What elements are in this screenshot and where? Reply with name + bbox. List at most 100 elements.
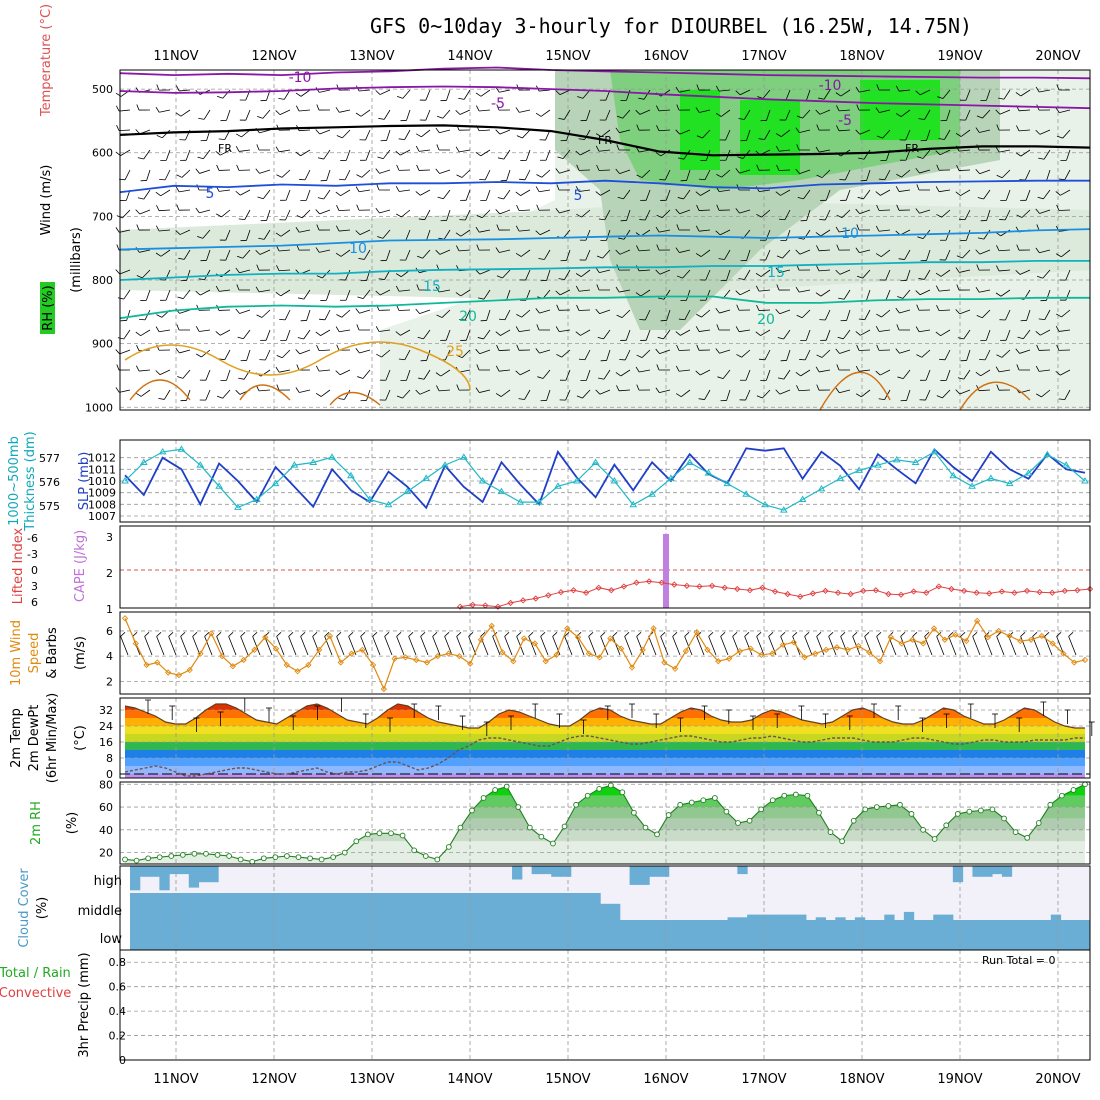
- wind-barb-flag: [496, 275, 503, 279]
- wind-barb: [623, 229, 631, 240]
- wind-barb-flag: [357, 296, 364, 300]
- wind-barb: [962, 249, 971, 259]
- wind-speed-marker: [1049, 640, 1056, 647]
- surface-wind-barb-flag: [768, 632, 774, 637]
- wind-barb: [244, 209, 251, 220]
- rh-marker: [1035, 820, 1042, 826]
- wind-barb: [559, 289, 571, 296]
- rh-marker: [168, 853, 175, 859]
- wind-barb-flag: [515, 370, 521, 376]
- wind-barb-flag: [996, 384, 1000, 391]
- wind-barb-flag: [177, 376, 184, 379]
- cloud-mid-bar: [198, 893, 209, 920]
- wind-barb: [780, 189, 791, 196]
- wind-barb: [841, 209, 851, 218]
- wind-barb: [1065, 269, 1071, 281]
- wind-barb: [659, 229, 671, 233]
- wind-barb-flag: [535, 308, 540, 314]
- ylabel-wind10: 10m Wind: [9, 620, 24, 686]
- cloud-mid-bar: [786, 914, 797, 920]
- wind-barb: [143, 189, 151, 200]
- slp-tick: 1009: [88, 487, 116, 500]
- rh-band: [125, 829, 1085, 842]
- wind-barb-flag: [315, 247, 320, 253]
- wind-barb: [261, 309, 271, 318]
- date-label-bottom: 20NOV: [1035, 1072, 1080, 1087]
- wind-barb-flag: [578, 138, 585, 140]
- wind-barb: [159, 109, 171, 113]
- wind-barb: [704, 169, 711, 180]
- wind-speed-marker: [272, 645, 280, 652]
- wind-barb: [965, 89, 971, 101]
- thickness-marker: [177, 445, 186, 452]
- temp-line: [124, 703, 1085, 729]
- wind-barb-flag: [598, 218, 605, 221]
- wind-barb-flag: [1035, 247, 1040, 253]
- wind-barb-flag: [156, 84, 160, 91]
- thickness-marker: [535, 498, 544, 505]
- wind-barb: [443, 189, 451, 200]
- wind-barb: [819, 109, 831, 115]
- wind-barb: [799, 249, 811, 255]
- isotherm-label: 20: [459, 309, 477, 325]
- wind-barb: [965, 229, 971, 241]
- wind-barb: [586, 369, 591, 381]
- wind-speed-marker: [542, 658, 549, 665]
- wind-barb: [683, 189, 691, 200]
- wind-barb-flag: [955, 267, 960, 273]
- wind-barb: [246, 229, 251, 241]
- li-marker: [746, 587, 754, 594]
- surface-wind-barb-flag: [924, 632, 930, 637]
- wind-barb: [866, 169, 871, 181]
- wind-barb-flag: [775, 145, 780, 152]
- cloud-high-bar: [649, 866, 660, 877]
- wind-barb: [140, 389, 151, 397]
- wind-barb: [819, 149, 831, 153]
- chart-title: GFS 0~10day 3-hourly for DIOURBEL (16.25…: [370, 14, 972, 38]
- surface-wind-barb: [972, 636, 981, 656]
- surface-wind-barb: [672, 636, 681, 656]
- wind-barb-flag: [415, 308, 420, 314]
- wind-barb: [986, 209, 991, 221]
- wind-barb: [719, 189, 731, 193]
- li-marker: [671, 581, 678, 588]
- wind-barb-flag: [156, 314, 163, 318]
- date-label-top: 19NOV: [937, 49, 982, 64]
- wind-barb-flag: [897, 376, 904, 380]
- wind-barb-flag: [835, 226, 840, 233]
- wind-barb: [379, 329, 391, 332]
- wind-barb: [722, 369, 731, 379]
- slp-tick: 1011: [88, 463, 116, 476]
- surface-wind-barb-flag: [456, 632, 462, 637]
- slp-tick: 1010: [88, 475, 116, 488]
- ylabel-speed: Speed: [27, 633, 42, 674]
- wind-barb-flag: [875, 253, 882, 258]
- wind-barb: [942, 389, 951, 399]
- li-marker: [910, 588, 917, 595]
- wind-barb-flag: [518, 398, 525, 400]
- wind-barb: [959, 149, 971, 152]
- wind-barb: [825, 329, 831, 341]
- li-marker: [582, 589, 590, 596]
- wind-barb: [782, 249, 791, 259]
- wind-barb: [746, 249, 751, 261]
- wind-barb: [363, 249, 371, 260]
- wind-barb-flag: [115, 227, 120, 233]
- date-label-bottom: 12NOV: [251, 1072, 296, 1087]
- wind-barb: [784, 209, 791, 220]
- wind-barb: [580, 269, 591, 277]
- wind-barb: [1061, 249, 1071, 258]
- surface-wind-barb-flag: [372, 632, 378, 637]
- wind-barb: [425, 89, 431, 101]
- wind-barb-flag: [316, 224, 320, 231]
- wind-barb: [160, 249, 171, 257]
- wind-barb-flag: [935, 272, 942, 277]
- rh-tick: 60: [99, 801, 113, 814]
- wind-barb-flag: [815, 146, 820, 153]
- wind-barb: [405, 229, 411, 241]
- wind-barb-flag: [515, 326, 520, 332]
- wind-barb-flag: [577, 96, 584, 99]
- rh-marker: [850, 817, 857, 824]
- wind-barb: [925, 369, 931, 381]
